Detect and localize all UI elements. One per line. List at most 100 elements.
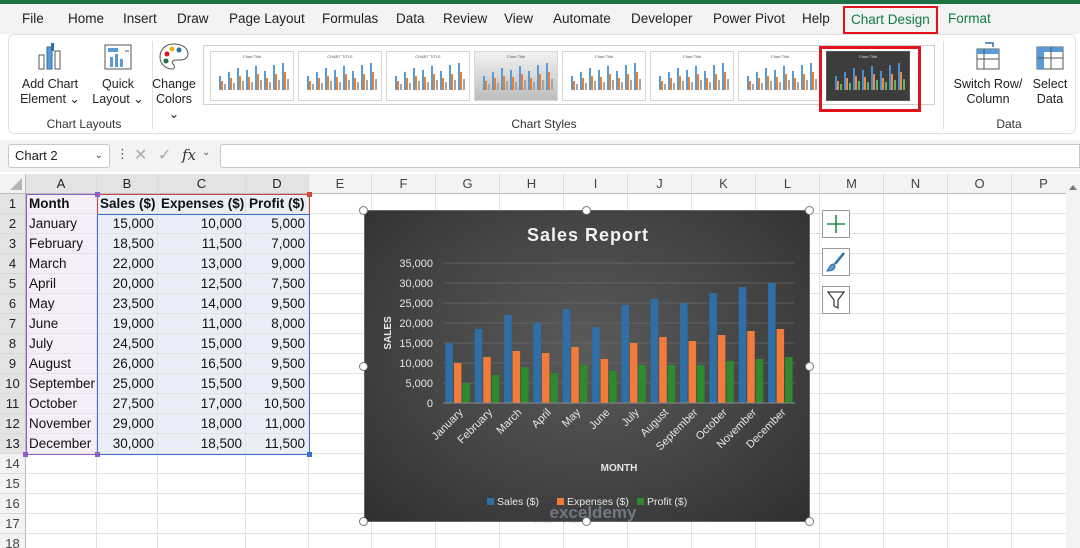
column-header-f[interactable]: F <box>372 174 436 194</box>
row-header-5[interactable]: 5 <box>0 274 26 294</box>
select-data-button[interactable]: Select Data <box>1027 41 1073 107</box>
cell-c2[interactable]: 10,000 <box>158 214 246 234</box>
cell-b6[interactable]: 23,500 <box>97 294 158 314</box>
cell-j17[interactable] <box>628 514 692 534</box>
cell-a13[interactable]: December <box>26 434 97 454</box>
cell-d2[interactable]: 5,000 <box>246 214 309 234</box>
name-box[interactable]: Chart 2 ⌄ <box>8 144 110 168</box>
column-header-l[interactable]: L <box>756 174 820 194</box>
chart-resize-handle[interactable] <box>582 206 591 215</box>
cell-m9[interactable] <box>820 354 884 374</box>
cell-a6[interactable]: May <box>26 294 97 314</box>
cell-e2[interactable] <box>309 214 372 234</box>
cell-c14[interactable] <box>158 454 246 474</box>
cell-a3[interactable]: February <box>26 234 97 254</box>
cell-m13[interactable] <box>820 434 884 454</box>
cell-o12[interactable] <box>948 414 1012 434</box>
chart-style-2[interactable]: CHART TITLE <box>298 51 382 101</box>
cell-b14[interactable] <box>97 454 158 474</box>
cell-c5[interactable]: 12,500 <box>158 274 246 294</box>
chart-style-4[interactable]: Chart Title <box>474 51 558 101</box>
row-header-2[interactable]: 2 <box>0 214 26 234</box>
cell-k18[interactable] <box>692 534 756 548</box>
row-header-16[interactable]: 16 <box>0 494 26 514</box>
cell-b3[interactable]: 18,500 <box>97 234 158 254</box>
tab-formulas[interactable]: Formulas <box>322 11 379 26</box>
cell-a5[interactable]: April <box>26 274 97 294</box>
range-handle[interactable] <box>95 452 100 457</box>
range-handle[interactable] <box>307 192 312 197</box>
change-colors-button[interactable]: Change Colors ⌄ <box>149 41 199 122</box>
cell-n3[interactable] <box>884 234 948 254</box>
tab-data[interactable]: Data <box>396 11 425 26</box>
cell-d12[interactable]: 11,000 <box>246 414 309 434</box>
cell-d8[interactable]: 9,500 <box>246 334 309 354</box>
cell-b5[interactable]: 20,000 <box>97 274 158 294</box>
cell-d11[interactable]: 10,500 <box>246 394 309 414</box>
cell-g17[interactable] <box>436 514 500 534</box>
cell-b8[interactable]: 24,500 <box>97 334 158 354</box>
row-header-13[interactable]: 13 <box>0 434 26 454</box>
cell-b2[interactable]: 15,000 <box>97 214 158 234</box>
cell-d18[interactable] <box>246 534 309 548</box>
row-header-1[interactable]: 1 <box>0 194 26 214</box>
chart-elements-button[interactable] <box>822 210 850 238</box>
fx-dropdown-icon[interactable]: ⌄ <box>202 147 211 158</box>
cell-m5[interactable] <box>820 274 884 294</box>
more-options-icon[interactable]: ⋮ <box>116 146 129 161</box>
cell-b7[interactable]: 19,000 <box>97 314 158 334</box>
cell-c8[interactable]: 15,000 <box>158 334 246 354</box>
cell-m17[interactable] <box>820 514 884 534</box>
cell-d15[interactable] <box>246 474 309 494</box>
range-handle[interactable] <box>23 452 28 457</box>
chart-style-5[interactable]: Chart Title <box>562 51 646 101</box>
cell-a12[interactable]: November <box>26 414 97 434</box>
cell-n14[interactable] <box>884 454 948 474</box>
cell-j18[interactable] <box>628 534 692 548</box>
cell-a1[interactable]: Month <box>26 194 97 214</box>
row-header-15[interactable]: 15 <box>0 474 26 494</box>
cell-m2[interactable] <box>820 214 884 234</box>
cell-g18[interactable] <box>436 534 500 548</box>
cell-a15[interactable] <box>26 474 97 494</box>
column-header-b[interactable]: B <box>97 174 158 194</box>
tab-format[interactable]: Format <box>948 11 991 26</box>
column-header-g[interactable]: G <box>436 174 500 194</box>
tab-automate[interactable]: Automate <box>553 11 611 26</box>
tab-file[interactable]: File <box>22 11 44 26</box>
cell-o4[interactable] <box>948 254 1012 274</box>
insert-function-icon[interactable]: fx <box>182 146 197 164</box>
column-header-k[interactable]: K <box>692 174 756 194</box>
cell-e14[interactable] <box>309 454 372 474</box>
cell-c9[interactable]: 16,500 <box>158 354 246 374</box>
cell-d7[interactable]: 8,000 <box>246 314 309 334</box>
cell-k17[interactable] <box>692 514 756 534</box>
cell-d6[interactable]: 9,500 <box>246 294 309 314</box>
cell-c10[interactable]: 15,500 <box>158 374 246 394</box>
row-header-6[interactable]: 6 <box>0 294 26 314</box>
name-box-dropdown-icon[interactable]: ⌄ <box>94 150 103 161</box>
cell-b15[interactable] <box>97 474 158 494</box>
cell-i18[interactable] <box>564 534 628 548</box>
cell-c1[interactable]: Expenses ($) <box>158 194 246 214</box>
column-header-o[interactable]: O <box>948 174 1012 194</box>
quick-layout-button[interactable]: Quick Layout ⌄ <box>87 41 149 107</box>
cell-m16[interactable] <box>820 494 884 514</box>
tab-help[interactable]: Help <box>802 11 830 26</box>
cell-a14[interactable] <box>26 454 97 474</box>
cell-o10[interactable] <box>948 374 1012 394</box>
cell-d10[interactable]: 9,500 <box>246 374 309 394</box>
column-header-c[interactable]: C <box>158 174 246 194</box>
cell-a8[interactable]: July <box>26 334 97 354</box>
cell-d17[interactable] <box>246 514 309 534</box>
cell-e6[interactable] <box>309 294 372 314</box>
cell-e4[interactable] <box>309 254 372 274</box>
cancel-entry-icon[interactable]: ✕ <box>134 147 148 164</box>
chart-style-8-selected[interactable]: Chart Title <box>826 51 910 101</box>
cell-b9[interactable]: 26,000 <box>97 354 158 374</box>
chart-resize-handle[interactable] <box>582 517 591 526</box>
cell-b11[interactable]: 27,500 <box>97 394 158 414</box>
row-header-18[interactable]: 18 <box>0 534 26 548</box>
cell-c13[interactable]: 18,500 <box>158 434 246 454</box>
